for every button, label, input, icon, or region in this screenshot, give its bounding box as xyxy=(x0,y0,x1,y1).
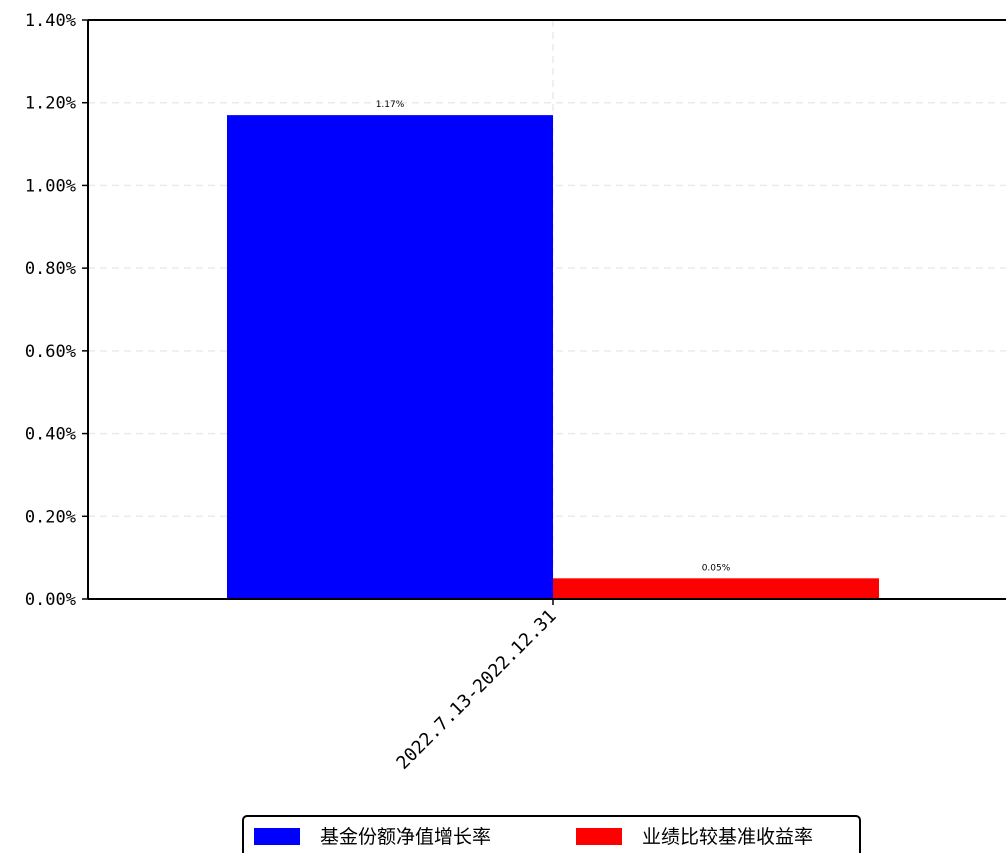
legend-label-series-2: 业绩比较基准收益率 xyxy=(642,826,813,848)
y-tick-label: 0.80% xyxy=(25,259,76,279)
y-tick-label: 1.20% xyxy=(25,94,76,114)
bar-series-1 xyxy=(227,115,553,599)
x-tick-label: 2022.7.13-2022.12.31 xyxy=(392,606,560,774)
bar-series-2 xyxy=(553,578,879,599)
y-axis-ticks: 0.00% 0.20% 0.40% 0.60% 0.80% 1.00% 1.20% 1.40% xyxy=(25,11,88,610)
bars: 1.17% 0.05% xyxy=(227,100,879,599)
data-label-series-1: 1.17% xyxy=(376,100,405,110)
y-tick-label: 0.20% xyxy=(25,507,76,527)
y-tick-label: 1.40% xyxy=(25,11,76,31)
data-label-series-2: 0.05% xyxy=(702,563,731,573)
legend: 基金份额净值增长率 业绩比较基准收益率 xyxy=(242,815,861,853)
axes xyxy=(87,19,1006,600)
legend-label-series-1: 基金份额净值增长率 xyxy=(320,826,491,848)
legend-swatch-series-2 xyxy=(576,828,622,845)
legend-swatch-series-1 xyxy=(254,828,300,845)
y-tick-label: 0.40% xyxy=(25,425,76,445)
y-tick-label: 0.00% xyxy=(25,590,76,610)
legend-box xyxy=(242,815,861,853)
x-axis-ticks: 2022.7.13-2022.12.31 xyxy=(392,599,561,774)
y-tick-label: 1.00% xyxy=(25,176,76,196)
y-tick-label: 0.60% xyxy=(25,342,76,362)
